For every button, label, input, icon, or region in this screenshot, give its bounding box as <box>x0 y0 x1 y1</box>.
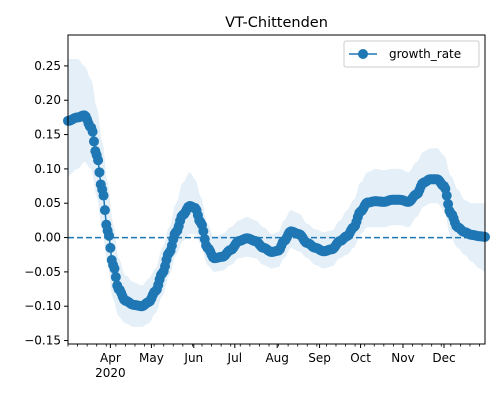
x-tick-year-label: 2020 <box>95 366 126 380</box>
y-tick-label: 0.25 <box>34 59 61 73</box>
legend-box <box>343 40 480 68</box>
growth-rate-point <box>98 190 109 201</box>
x-tick-label: Jun <box>183 351 203 365</box>
growth-rate-point <box>104 230 115 241</box>
x-tick-label: Apr <box>100 351 121 365</box>
legend-marker-sample <box>358 49 368 59</box>
y-tick-label: 0.05 <box>34 196 61 210</box>
growth-rate-point <box>109 263 120 274</box>
growth-rate-point <box>99 205 110 216</box>
x-tick-label: Nov <box>391 351 414 365</box>
growth-rate-point <box>441 190 452 201</box>
growth-rate-point <box>93 155 104 166</box>
y-tick-label: 0.10 <box>34 162 61 176</box>
chart-title: VT-Chittenden <box>225 15 328 31</box>
growth-rate-point <box>87 126 98 137</box>
x-tick-label: Aug <box>265 351 288 365</box>
x-tick-label: Dec <box>432 351 455 365</box>
series-layer <box>63 110 490 312</box>
y-tick-label: 0.15 <box>34 128 61 142</box>
legend-label: growth_rate <box>389 47 461 61</box>
x-tick-label: Jul <box>227 351 242 365</box>
y-tick-label: 0.20 <box>34 93 61 107</box>
y-tick-label: 0.00 <box>34 231 61 245</box>
x-tick-label: May <box>139 351 164 365</box>
growth-rate-point <box>110 272 121 283</box>
y-tick-label: −0.15 <box>24 334 61 348</box>
y-axis: −0.15 −0.10 −0.05 0.00 0.05 0.10 0.15 0.20 0.25 <box>24 59 68 348</box>
x-tick-label: Oct <box>350 351 371 365</box>
y-tick-label: −0.05 <box>24 265 61 279</box>
confidence-band <box>68 59 485 327</box>
growth-rate-point <box>198 226 209 237</box>
plot-frame <box>67 34 486 345</box>
legend: growth_rate <box>343 40 480 68</box>
growth-rate-point <box>88 136 99 147</box>
x-tick-label: Sep <box>308 351 331 365</box>
confidence-band-layer <box>68 59 485 327</box>
y-tick-label: −0.10 <box>24 299 61 313</box>
growth-rate-point <box>105 242 116 253</box>
growth-rate-point <box>94 167 105 178</box>
